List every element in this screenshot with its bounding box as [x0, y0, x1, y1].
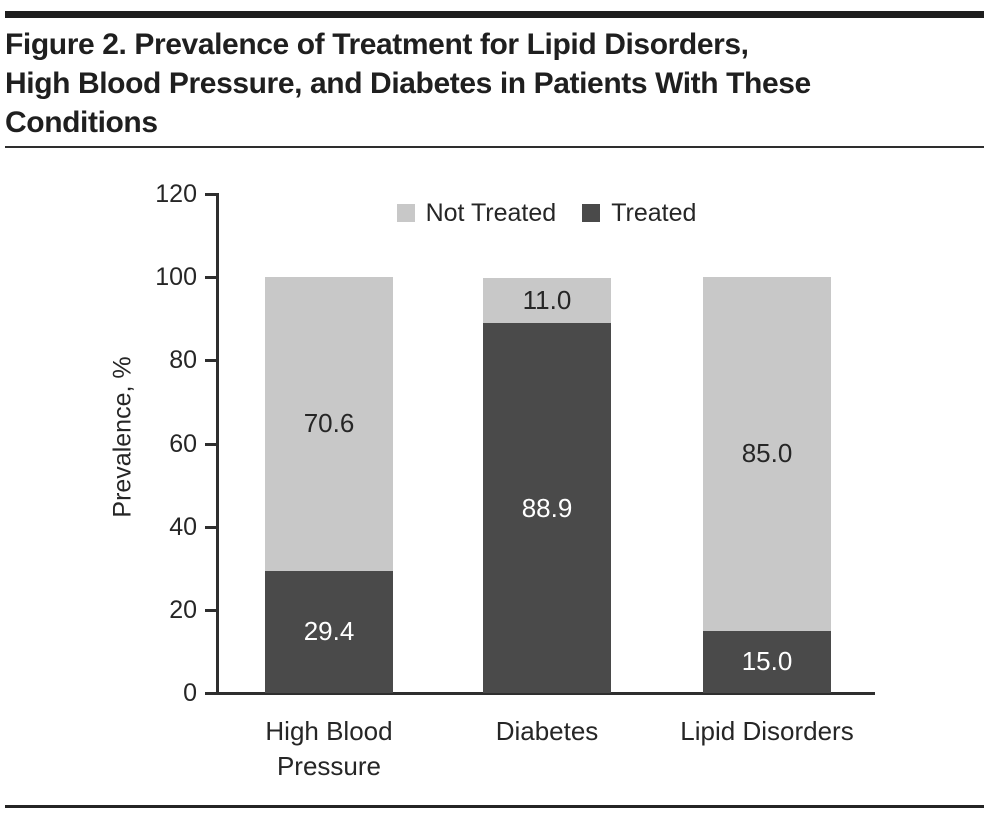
y-tick-label: 40 [169, 512, 197, 541]
y-tick-mark [205, 359, 218, 363]
y-tick-label: 60 [169, 429, 197, 458]
top-rule [5, 11, 984, 18]
legend-item-not-treated: Not Treated [396, 198, 557, 228]
x-axis-label-high-blood: High Blood Pressure [265, 716, 393, 781]
figure-title-line-1: Figure 2. Prevalence of Treatment for Li… [5, 28, 749, 61]
y-tick-mark [205, 692, 218, 695]
y-tick-mark [205, 608, 218, 612]
bar-value-label: 88.9 [521, 492, 573, 523]
bar-value-label: 29.4 [303, 616, 355, 647]
bar-segment-not-treated: 11.0 [483, 277, 611, 324]
bar-value-label: 85.0 [741, 438, 793, 469]
y-tick-label: 20 [169, 595, 197, 624]
bar-value-label: 15.0 [741, 646, 793, 677]
legend-swatch-treated [582, 204, 601, 222]
figure-title-line-2: High Blood Pressure, and Diabetes in Pat… [5, 67, 811, 100]
y-tick-label: 0 [183, 679, 197, 707]
bottom-rule [5, 805, 984, 808]
chart-legend: Not Treated Treated [218, 198, 875, 228]
bar-segment-not-treated: 70.6 [265, 277, 393, 571]
x-axis-label-lipid-disorders: Lipid Disorders [680, 716, 854, 746]
legend-label-treated: Treated [611, 198, 697, 227]
y-tick-mark [205, 276, 218, 280]
y-tick-label: 80 [169, 346, 197, 375]
y-tick-label: 120 [155, 180, 197, 208]
y-tick-label: 100 [155, 263, 197, 292]
bar-value-label: 70.6 [303, 408, 355, 439]
bar-segment-treated: 88.9 [483, 323, 611, 693]
legend-label-not-treated: Not Treated [425, 198, 557, 227]
legend-swatch-not-treated [396, 204, 415, 222]
figure-title-line-3: Conditions [5, 106, 158, 139]
x-axis-label-diabetes: Diabetes [495, 716, 599, 746]
bar-segment-not-treated: 85.0 [703, 277, 831, 631]
bar-value-label: 11.0 [522, 284, 572, 315]
bar-segment-treated: 29.4 [265, 570, 393, 693]
y-tick-mark [205, 525, 218, 529]
figure-title: Figure 2. Prevalence of Treatment for Li… [5, 25, 990, 142]
y-tick-mark [205, 193, 218, 196]
y-tick-mark [205, 442, 218, 446]
x-axis-line [205, 692, 875, 695]
legend-item-treated: Treated [582, 199, 696, 228]
title-divider-rule [5, 146, 984, 148]
bar-segment-treated: 15.0 [703, 630, 831, 693]
